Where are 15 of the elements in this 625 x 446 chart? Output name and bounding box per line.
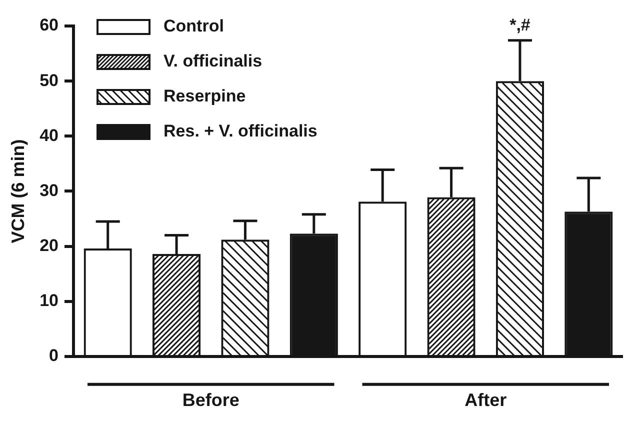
y-tick-label: 0 — [49, 346, 59, 366]
y-tick-label: 60 — [40, 16, 59, 35]
annotation: *,# — [510, 16, 531, 35]
y-tick-label: 10 — [40, 291, 59, 310]
x-tick-label: Before — [182, 390, 240, 410]
legend-label: Reserpine — [164, 86, 246, 106]
y-axis-title: VCM (6 min) — [8, 139, 28, 244]
y-tick-label: 20 — [40, 236, 59, 255]
y-tick-label: 50 — [40, 70, 59, 90]
legend-label: Control — [164, 16, 224, 36]
legend-label: V. officinalis — [164, 52, 262, 71]
x-tick-label: After — [464, 390, 507, 410]
y-tick-label: 40 — [40, 126, 59, 145]
y-tick-label: 30 — [40, 180, 59, 200]
legend-label: Res. + V. officinalis — [164, 122, 318, 141]
